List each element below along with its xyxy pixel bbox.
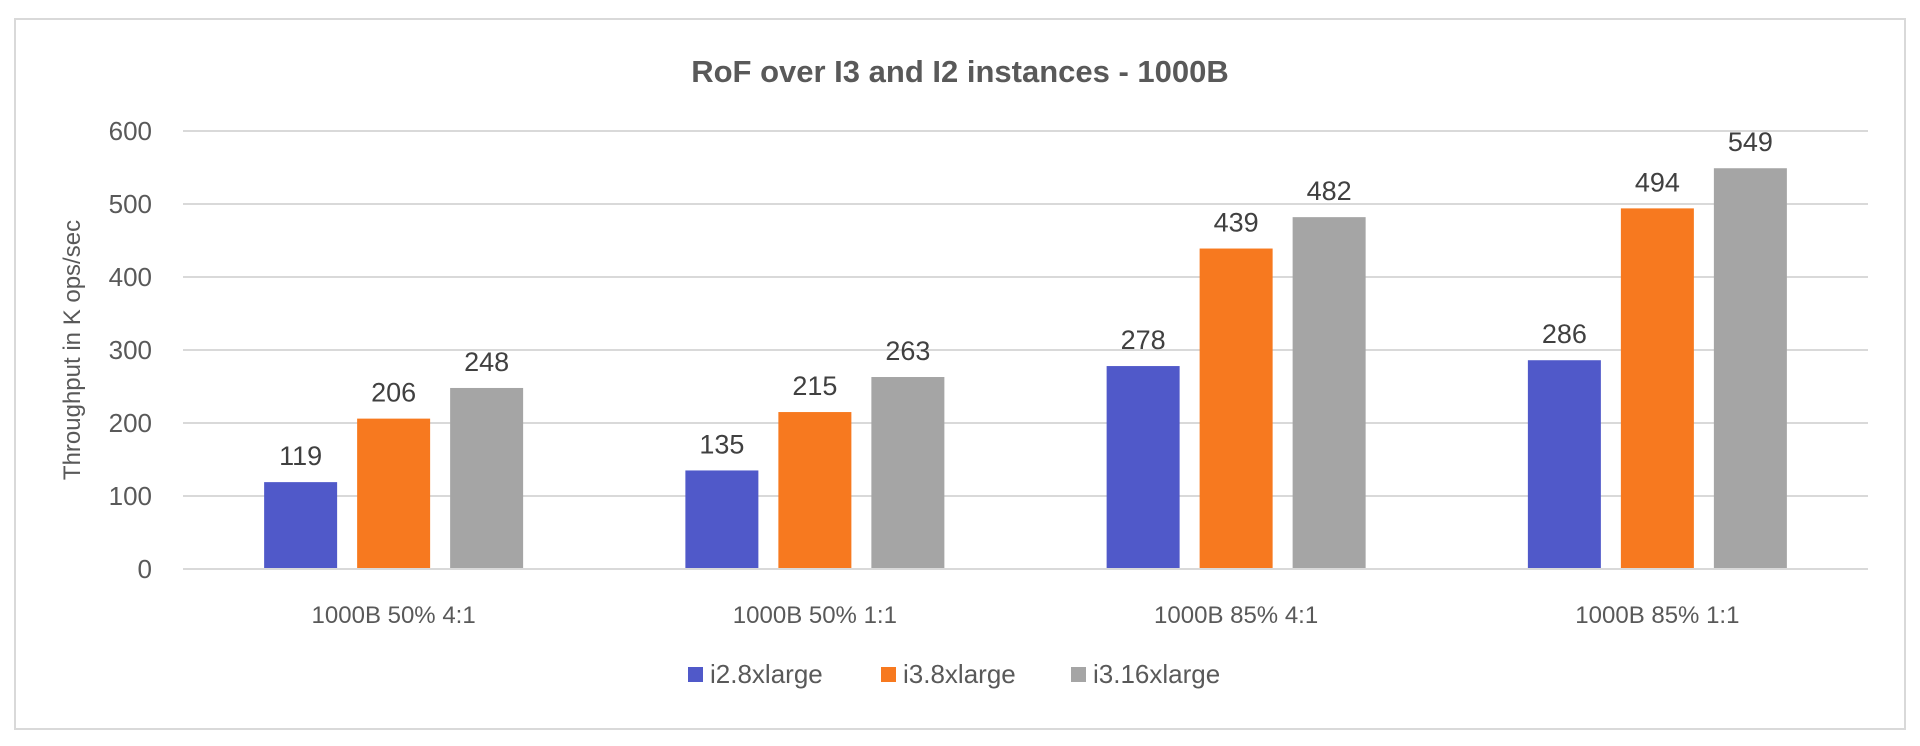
legend-swatch bbox=[688, 667, 703, 682]
bar-i3-8xlarge-1 bbox=[778, 412, 852, 569]
x-category-label: 1000B 85% 1:1 bbox=[1575, 602, 1739, 629]
bar-i3-16xlarge-2 bbox=[1292, 217, 1366, 569]
y-tick-label: 0 bbox=[138, 554, 152, 584]
chart-title: RoF over I3 and I2 instances - 1000B bbox=[691, 54, 1229, 89]
bar-i3-16xlarge-0 bbox=[450, 387, 524, 569]
bar-i3-8xlarge-0 bbox=[357, 418, 431, 569]
y-tick-label: 400 bbox=[109, 262, 152, 292]
legend-label: i3.16xlarge bbox=[1093, 659, 1220, 689]
legend-swatch bbox=[881, 667, 896, 682]
x-category-label: 1000B 50% 4:1 bbox=[312, 602, 476, 629]
legend: i2.8xlarge i3.8xlarge i3.16xlarge bbox=[688, 659, 1220, 689]
y-tick-label: 300 bbox=[109, 335, 152, 365]
y-tick-label: 200 bbox=[109, 408, 152, 438]
y-axis-title: Throughput in K ops/sec bbox=[59, 220, 86, 480]
data-label: 263 bbox=[885, 336, 930, 366]
bar-i3-16xlarge-3 bbox=[1713, 168, 1787, 570]
data-label: 482 bbox=[1307, 176, 1352, 206]
bars bbox=[264, 168, 1787, 570]
y-axis-ticks: 0 100 200 300 400 500 600 bbox=[109, 116, 152, 584]
data-label: 248 bbox=[464, 347, 509, 377]
bar-i2-8xlarge-3 bbox=[1527, 360, 1601, 569]
x-category-label: 1000B 50% 1:1 bbox=[733, 602, 897, 629]
data-label: 549 bbox=[1728, 127, 1773, 157]
data-label: 215 bbox=[792, 371, 837, 401]
gridlines bbox=[183, 130, 1868, 497]
data-label: 206 bbox=[371, 378, 416, 408]
bar-i2-8xlarge-0 bbox=[264, 482, 338, 569]
data-label: 494 bbox=[1635, 167, 1680, 197]
data-label: 286 bbox=[1542, 319, 1587, 349]
x-axis-categories: 1000B 50% 4:1 1000B 50% 1:1 1000B 85% 4:1 1… bbox=[312, 602, 1740, 629]
legend-label: i2.8xlarge bbox=[710, 659, 823, 689]
bar-i3-16xlarge-1 bbox=[871, 377, 945, 569]
bar-i2-8xlarge-2 bbox=[1106, 366, 1180, 569]
legend-label: i3.8xlarge bbox=[903, 659, 1016, 689]
x-category-label: 1000B 85% 4:1 bbox=[1154, 602, 1318, 629]
legend-swatch bbox=[1071, 667, 1086, 682]
data-label: 119 bbox=[279, 441, 322, 471]
data-label: 135 bbox=[699, 429, 744, 459]
y-tick-label: 100 bbox=[109, 481, 152, 511]
bar-i2-8xlarge-1 bbox=[685, 470, 759, 569]
y-tick-label: 500 bbox=[109, 189, 152, 219]
bar-i3-8xlarge-2 bbox=[1199, 248, 1273, 569]
y-tick-label: 600 bbox=[109, 116, 152, 146]
data-label: 278 bbox=[1121, 325, 1166, 355]
data-labels: 119 206 248 135 215 263 278 439 482 286 494 549 bbox=[279, 127, 1773, 471]
data-label: 439 bbox=[1214, 208, 1259, 238]
bar-i3-8xlarge-3 bbox=[1620, 208, 1694, 569]
